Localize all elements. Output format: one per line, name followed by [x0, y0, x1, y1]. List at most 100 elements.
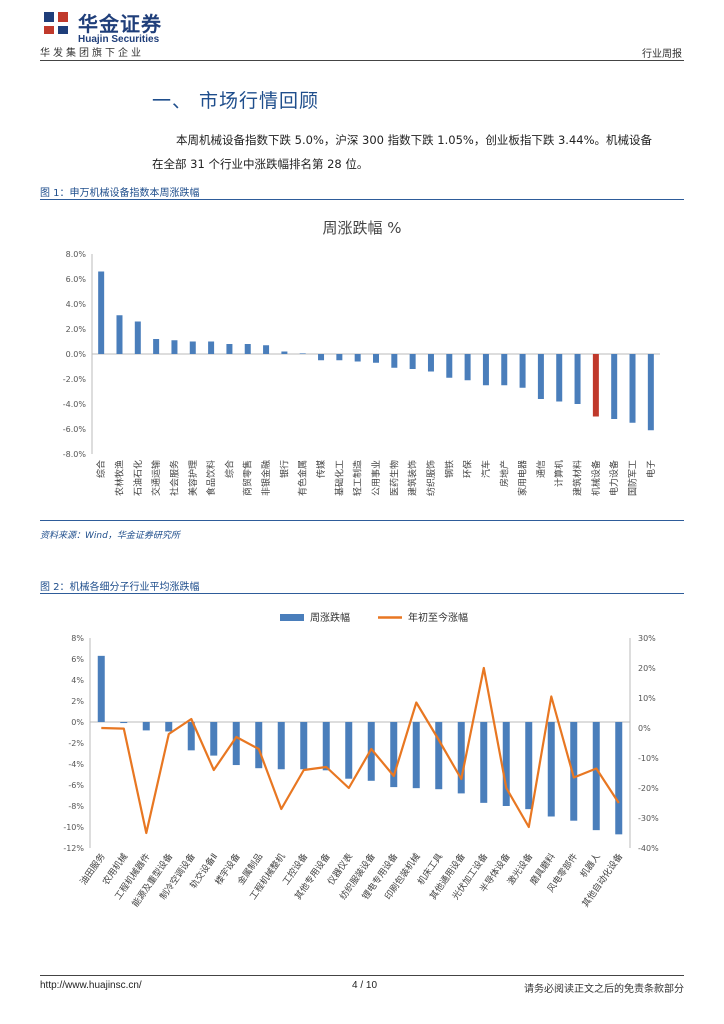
chart2-yright-tick-label: 30%: [638, 634, 656, 643]
figure2-divider: [40, 593, 684, 594]
chart1-bar: [647, 354, 654, 431]
report-type: 行业周报: [642, 49, 682, 60]
chart1-bar: [354, 354, 361, 362]
chart2-yleft-tick-label: -10%: [63, 823, 84, 832]
chart1-bar: [244, 344, 251, 354]
chart1-bar: [189, 341, 196, 354]
figure2-chart: 周涨跌幅 年初至今涨幅 8% 6% 4% 2% 0% -2% -4% -6% -8% -10% -12%…: [63, 611, 659, 909]
chart2-yright-tick-label: 20%: [638, 664, 656, 673]
chart1-title: 周涨跌幅 %: [322, 219, 401, 237]
chart1-category-label: 国防军工: [627, 460, 639, 496]
chart1-bar: [98, 271, 105, 354]
chart2-weekly-bar: [390, 722, 398, 788]
chart1-category-label: 建筑装饰: [407, 460, 419, 496]
chart2-weekly-bar: [615, 722, 623, 835]
chart2-weekly-bar: [120, 722, 128, 724]
chart1-category-label: 农林牧渔: [113, 460, 125, 496]
chart1-category-label: 轻工制造: [352, 460, 364, 496]
chart1-bar: [153, 339, 160, 354]
chart1-ytick-label: 6.0%: [66, 275, 87, 284]
chart1-category-label: 医药生物: [388, 460, 400, 496]
summary-line-1: 本周机械设备指数下跌 5.0%，沪深 300 指数下跌 1.05%，创业板指下跌…: [176, 133, 653, 147]
chart1-bar: [263, 345, 270, 354]
chart1-category-label: 传媒: [315, 460, 327, 478]
footer-disclaimer: 请务必阅读正文之后的免责条款部分: [524, 984, 684, 995]
chart2-weekly-bar: [435, 722, 443, 790]
chart1-bar: [574, 354, 581, 404]
chart1-category-label: 电力设备: [608, 460, 620, 496]
chart2-yleft-tick-label: -6%: [68, 781, 84, 790]
chart2-weekly-bar: [525, 722, 533, 810]
chart1-category-label: 食品饮料: [205, 460, 217, 496]
chart1-bar: [226, 344, 233, 354]
chart2-yright-tick-label: -40%: [638, 844, 659, 853]
chart2-ytd-line: [101, 666, 620, 835]
chart2-yright-tick-label: 10%: [638, 694, 656, 703]
chart1-category-label: 美容护理: [187, 460, 199, 496]
chart1-category-label: 汽车: [480, 460, 492, 478]
chart1-category-label: 通信: [535, 460, 547, 478]
chart1-category-label: 社会服务: [168, 460, 180, 496]
summary-line-2: 在全部 31 个行业中涨跌幅排名第 28 位。: [152, 157, 369, 171]
logo-mark-icon: [40, 8, 72, 38]
chart2-yleft-tick-label: -4%: [68, 760, 84, 769]
chart1-ytick-label: -4.0%: [63, 400, 87, 409]
chart1-ytick-label: 2.0%: [66, 325, 87, 334]
chart1-category-label: 建筑材料: [572, 460, 584, 496]
chart1-bar: [281, 351, 288, 354]
chart2-weekly-bar: [480, 722, 488, 803]
chart1-category-label: 房地产: [498, 460, 510, 487]
chart1-bar: [519, 354, 526, 388]
chart2-weekly-bar: [457, 722, 465, 794]
chart1-bar: [391, 354, 398, 368]
chart2-yleft-tick-label: -8%: [68, 802, 84, 811]
chart1-ytick-label: -2.0%: [63, 375, 87, 384]
chart2-yleft-tick-label: 2%: [71, 697, 84, 706]
chart1-category-label: 交通运输: [150, 460, 162, 496]
chart2-weekly-bar: [277, 722, 285, 770]
chart1-bar: [373, 354, 379, 363]
chart2-yright-tick-label: -20%: [638, 784, 659, 793]
chart1-category-label: 环保: [462, 460, 474, 478]
company-subtitle: 华发集团旗下企业: [40, 48, 144, 59]
chart1-category-label: 石油石化: [132, 460, 144, 496]
chart1-bar: [427, 354, 434, 372]
footer-url-link[interactable]: http://www.huajinsc.cn/: [40, 980, 142, 991]
chart1-ytick-label: 4.0%: [66, 300, 87, 309]
chart1-bar: [482, 354, 489, 386]
chart2-yleft-tick-label: 4%: [71, 676, 84, 685]
figure1-bottom-divider: [40, 520, 684, 521]
chart2-category-label: 机器人: [577, 851, 602, 880]
chart1-category-label: 公用事业: [370, 460, 382, 496]
chart2-weekly-bar: [210, 722, 218, 756]
figure1-chart: 周涨跌幅 % 8.0% 6.0% 4.0% 2.0% 0.0% -2.0% -4.0% -6.0…: [63, 219, 660, 496]
chart2-yleft-tick-label: 6%: [71, 655, 84, 664]
chart1-category-label: 纺织服饰: [425, 460, 437, 496]
section-title: 一、 市场行情回顾: [152, 90, 320, 112]
chart2-yleft-tick-label: 8%: [71, 634, 84, 643]
chart1-category-label: 银行: [278, 460, 290, 478]
chart1-bar: [611, 354, 618, 419]
chart1-bar: [208, 341, 215, 354]
chart2-weekly-bar: [255, 722, 263, 769]
chart1-category-label: 家用电器: [517, 460, 529, 496]
chart1-ytick-label: -6.0%: [63, 425, 87, 434]
chart2-yright-tick-label: -30%: [638, 814, 659, 823]
footer-divider: [40, 975, 684, 976]
chart1-category-label: 综合: [223, 460, 235, 478]
figure1-source: 资料来源：Wind，华金证券研究所: [40, 531, 180, 541]
chart2-weekly-bar: [547, 722, 555, 817]
chart2-weekly-bar: [232, 722, 240, 766]
header-divider: [40, 60, 684, 61]
chart1-category-label: 非银金融: [260, 460, 272, 496]
chart2-weekly-bar: [142, 722, 150, 731]
chart1-ytick-label: -8.0%: [63, 450, 87, 459]
chart2-legend-weekly-swatch: [280, 614, 304, 621]
chart1-ytick-label: 8.0%: [66, 250, 87, 259]
chart2-weekly-bar: [570, 722, 578, 821]
chart2-legend-weekly-label: 周涨跌幅: [310, 611, 350, 624]
chart1-bar: [336, 354, 343, 361]
chart2-weekly-bar: [592, 722, 600, 831]
chart1-category-label: 计算机: [553, 460, 565, 487]
chart2-yright-tick-label: 0%: [638, 724, 651, 733]
